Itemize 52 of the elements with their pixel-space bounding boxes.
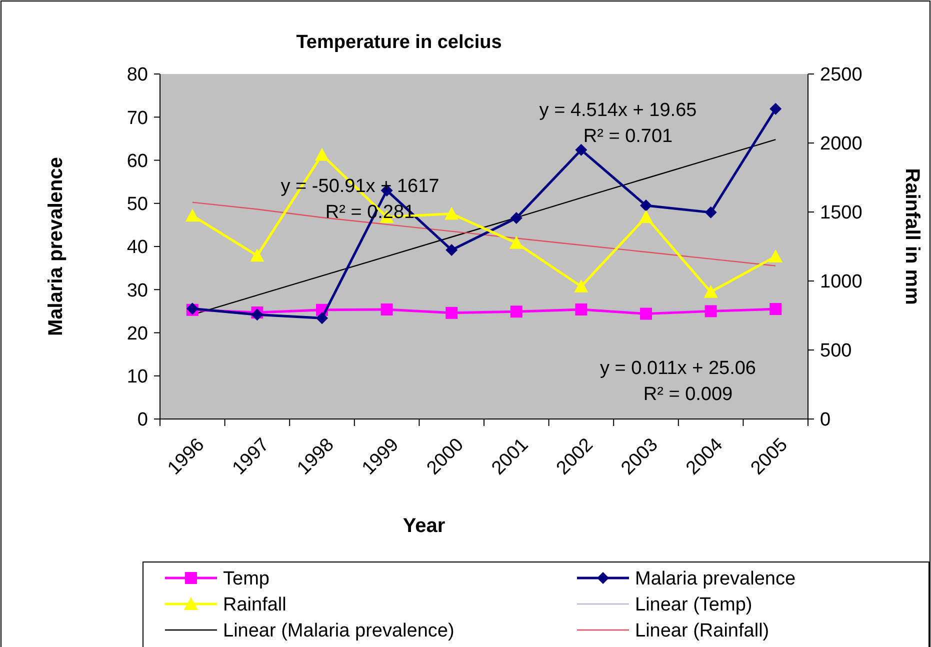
point bbox=[316, 312, 328, 324]
y-tick-label: 80 bbox=[126, 64, 148, 86]
line-series bbox=[192, 202, 776, 266]
point bbox=[185, 208, 200, 222]
point bbox=[380, 303, 393, 316]
point bbox=[575, 303, 588, 316]
legend-label: Linear (Malaria prevalence) bbox=[223, 620, 454, 642]
y2-tick-label: 2000 bbox=[820, 134, 862, 155]
y2-axis-title: Rainfall in mm bbox=[901, 168, 923, 305]
y2-tick-label: 1000 bbox=[820, 272, 862, 293]
y-tick-label: 30 bbox=[126, 280, 148, 302]
point bbox=[704, 206, 717, 218]
annotation: y = 4.514x + 19.65 R² = 0.701 bbox=[539, 100, 697, 147]
point bbox=[640, 308, 652, 320]
point bbox=[704, 284, 718, 298]
annotation: y = 0.011x + 25.06 R² = 0.009 bbox=[600, 358, 756, 405]
point bbox=[768, 249, 783, 262]
point bbox=[770, 303, 782, 316]
legend-label: Linear (Temp) bbox=[635, 594, 752, 616]
y-tick-label: 20 bbox=[126, 323, 148, 344]
point bbox=[315, 148, 329, 161]
legend-label: Temp bbox=[223, 568, 270, 590]
legend-label: Rainfall bbox=[223, 594, 286, 616]
y-tick-label: 40 bbox=[126, 237, 148, 258]
point bbox=[510, 306, 522, 318]
point bbox=[446, 306, 458, 319]
point bbox=[510, 212, 522, 224]
point bbox=[640, 200, 652, 212]
y-tick-label: 0 bbox=[137, 410, 148, 431]
point bbox=[574, 279, 588, 292]
y-tick-label: 70 bbox=[126, 108, 148, 129]
y2-tick-label: 1500 bbox=[820, 202, 862, 224]
point bbox=[704, 305, 717, 318]
point bbox=[509, 236, 524, 249]
x-axis-title: Year bbox=[402, 515, 446, 537]
point bbox=[446, 244, 458, 256]
y2-tick-label: 0 bbox=[820, 410, 831, 431]
y-tick-label: 10 bbox=[126, 366, 148, 388]
point bbox=[639, 210, 653, 223]
y-axis-title: Malaria prevalence bbox=[45, 157, 67, 336]
chart-title: Temperature in celcius bbox=[296, 32, 502, 53]
legend-label: Malaria prevalence bbox=[635, 568, 796, 590]
y-tick-label: 60 bbox=[126, 150, 148, 172]
point bbox=[251, 308, 264, 321]
y2-tick-label: 500 bbox=[820, 340, 852, 362]
legend-label: Linear (Rainfall) bbox=[635, 620, 770, 642]
point bbox=[444, 206, 459, 220]
y2-tick-label: 2500 bbox=[820, 64, 862, 86]
y-tick-label: 50 bbox=[126, 194, 148, 216]
point bbox=[770, 102, 782, 115]
point bbox=[250, 248, 264, 262]
point bbox=[575, 144, 588, 156]
